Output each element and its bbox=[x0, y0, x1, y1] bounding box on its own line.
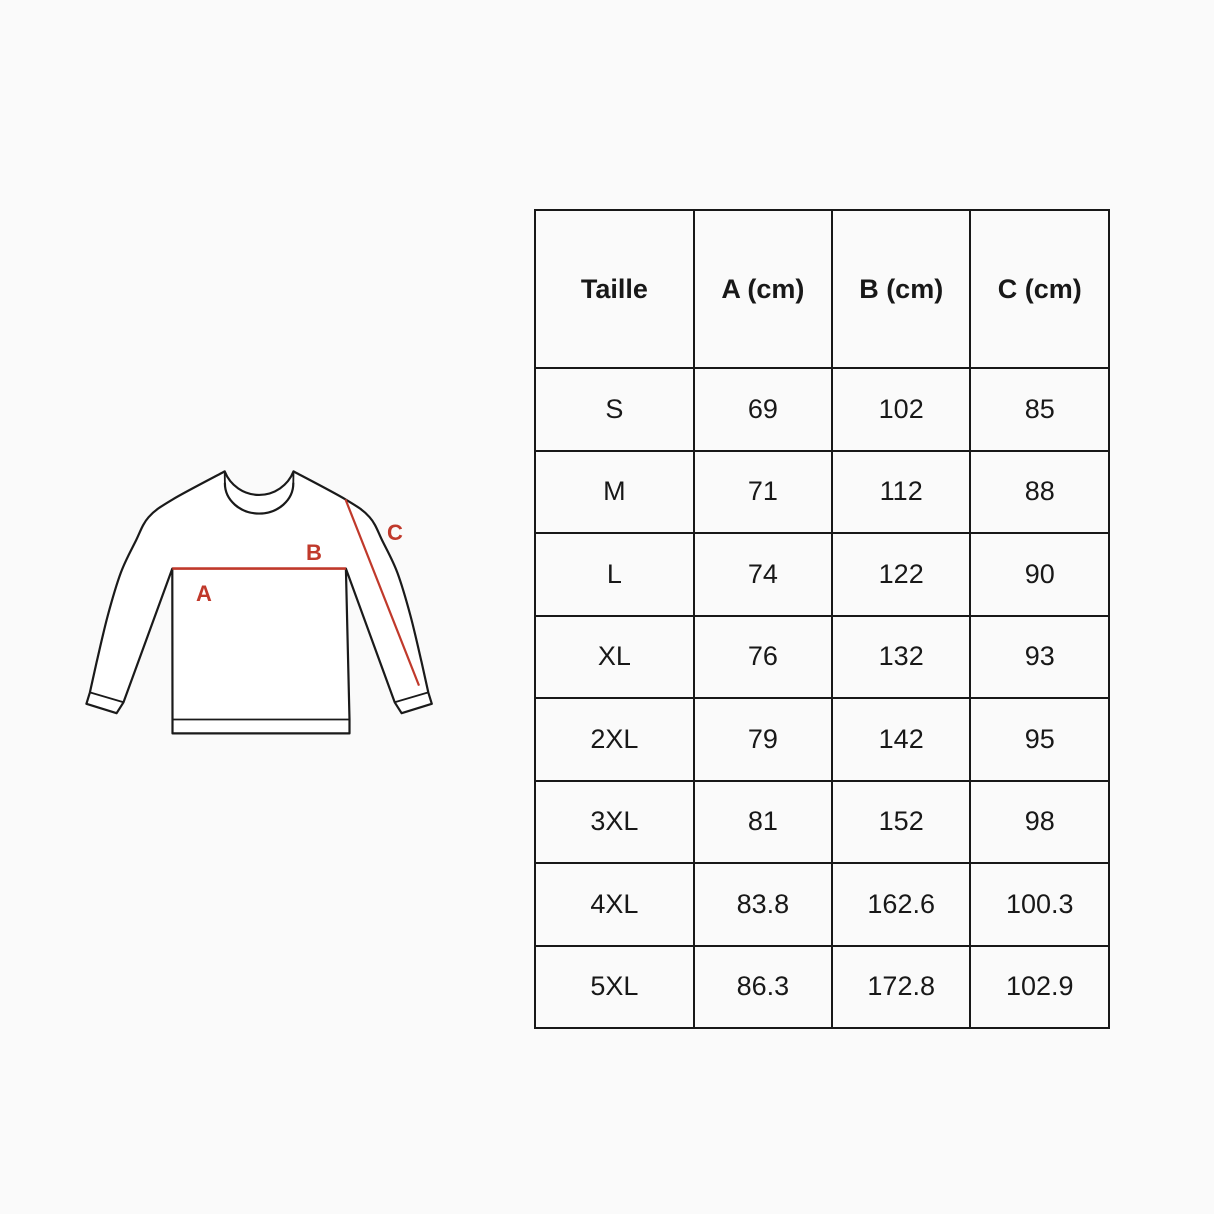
svg-text:C: C bbox=[387, 520, 403, 545]
svg-text:B: B bbox=[306, 540, 322, 565]
svg-text:A: A bbox=[196, 581, 212, 606]
